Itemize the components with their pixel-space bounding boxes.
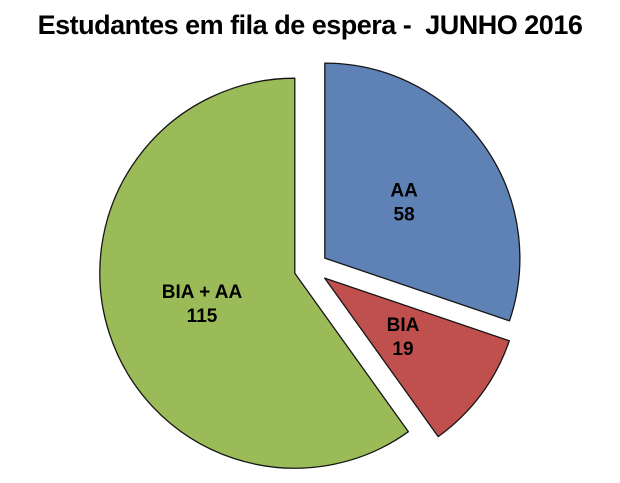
pie-slice-bia — [324, 277, 510, 438]
pie-slice-aa — [324, 62, 521, 322]
chart-title: Estudantes em fila de espera - JUNHO 201… — [37, 10, 583, 40]
slice-label: AA 58 — [390, 180, 418, 225]
pie-slice-bia-aa — [99, 77, 410, 469]
slice-label: BIA + AA 115 — [162, 282, 243, 327]
slice-label: BIA 19 — [387, 315, 420, 360]
